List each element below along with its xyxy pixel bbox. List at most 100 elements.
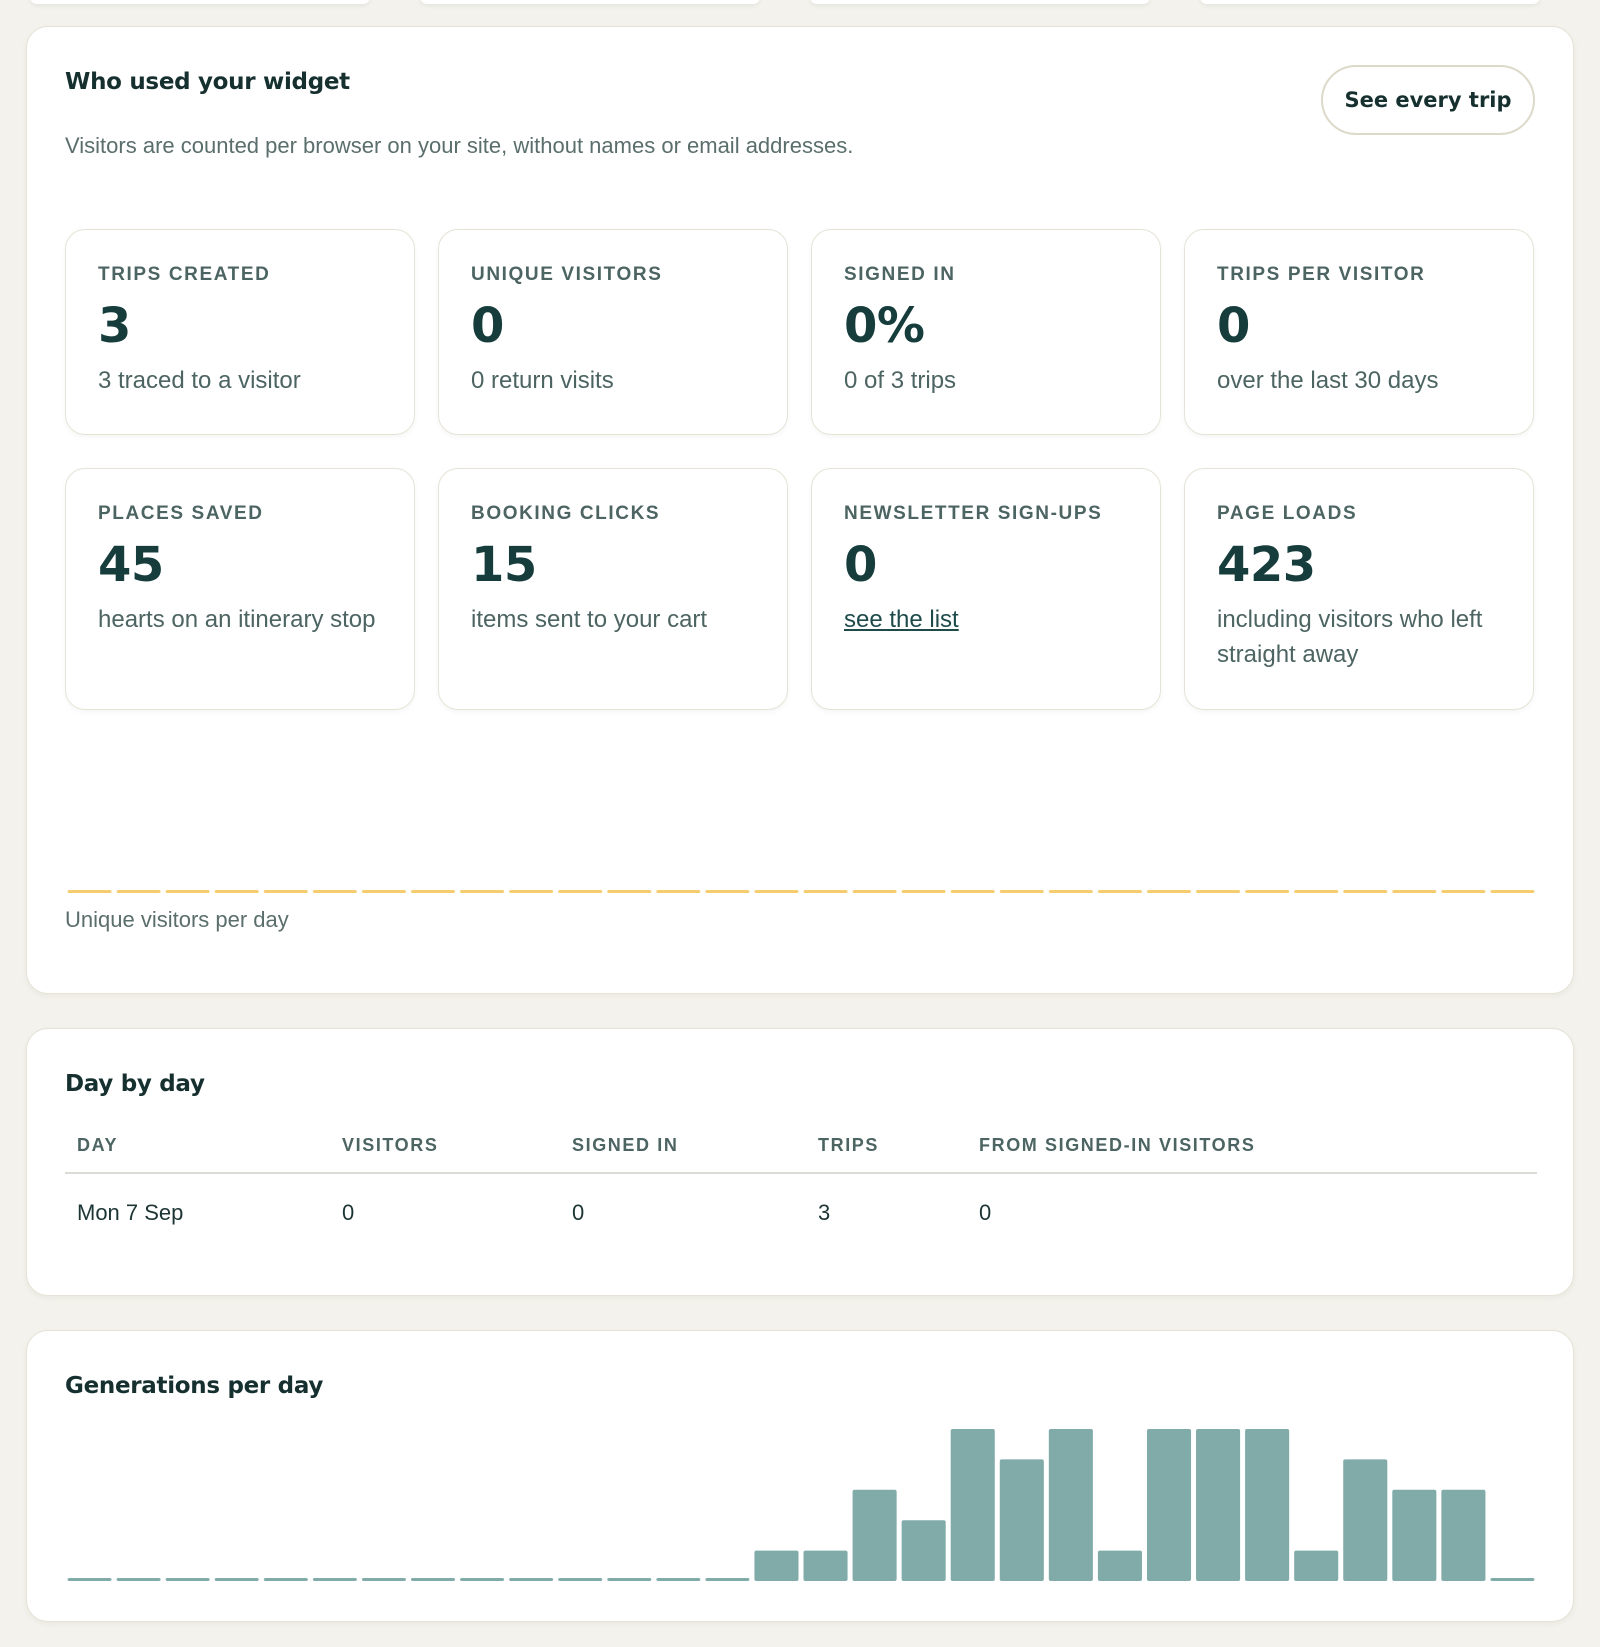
chart-caption: Unique visitors per day <box>65 907 289 932</box>
generations-bar <box>165 1578 210 1581</box>
see-the-list-link[interactable]: see the list <box>844 606 959 633</box>
stat-label: TRIPS CREATED <box>98 264 271 285</box>
generations-bar <box>1146 1429 1192 1581</box>
stat-note: hearts on an itinerary stop <box>98 606 376 633</box>
generations-bar <box>558 1578 603 1581</box>
stat-value: 3 <box>98 298 131 354</box>
generations-bar <box>1245 1429 1290 1581</box>
generations-bar-chart <box>65 1423 1537 1581</box>
generations-bar <box>460 1578 505 1581</box>
visitors-bar <box>1490 890 1535 893</box>
cell-signed-in: 0 <box>572 1200 585 1225</box>
visitors-bar <box>312 890 357 893</box>
generations-bar <box>361 1578 406 1581</box>
cell-visitors: 0 <box>342 1200 355 1225</box>
card-title: Day by day <box>65 1071 205 1097</box>
stat-card-unique-visitors: UNIQUE VISITORS 0 0 return visits <box>438 229 788 435</box>
cell-from-signed-in: 0 <box>979 1200 992 1225</box>
stat-label: BOOKING CLICKS <box>471 503 661 524</box>
generations-bar <box>116 1578 161 1581</box>
visitors-bar <box>901 890 946 893</box>
stat-value: 45 <box>98 537 164 593</box>
stat-label: NEWSLETTER SIGN-UPS <box>844 503 1103 524</box>
visitors-bar <box>214 890 259 893</box>
visitors-bar <box>754 890 799 893</box>
stat-value: 15 <box>471 537 537 593</box>
stat-note: see the list <box>844 602 1144 637</box>
unique-visitors-chart <box>65 887 1537 893</box>
generations-bar <box>1343 1459 1388 1581</box>
stat-value: 423 <box>1217 537 1316 593</box>
stat-label: TRIPS PER VISITOR <box>1217 264 1426 285</box>
visitors-bar <box>558 890 603 893</box>
stat-note: 0 of 3 trips <box>844 367 957 394</box>
stat-value: 0 <box>844 537 877 593</box>
generations-bar <box>1048 1429 1093 1581</box>
widget-usage-card: Who used your widget Visitors are counte… <box>26 26 1574 994</box>
generations-bar <box>754 1550 799 1581</box>
stat-note: items sent to your cart <box>471 606 708 633</box>
table-header-row: DAY VISITORS SIGNED IN TRIPS FROM SIGNED… <box>65 1121 1537 1174</box>
stat-card-newsletter-sign-ups: NEWSLETTER SIGN-UPS 0 see the list <box>811 468 1161 710</box>
stat-note: including visitors who left straight awa… <box>1217 606 1483 668</box>
stat-value: 0 <box>471 298 504 354</box>
generations-bar <box>509 1578 554 1581</box>
visitors-bar <box>950 890 995 893</box>
visitors-bar <box>165 890 210 893</box>
unique-visitors-chart-svg <box>67 890 1535 893</box>
stat-label: UNIQUE VISITORS <box>471 264 663 285</box>
stat-card-page-loads: PAGE LOADS 423 including visitors who le… <box>1184 468 1534 710</box>
visitors-bar <box>1343 890 1388 893</box>
generations-per-day-card: Generations per day <box>26 1330 1574 1622</box>
stat-label: SIGNED IN <box>844 264 956 285</box>
column-header-signed-in: SIGNED IN <box>560 1121 806 1174</box>
generations-bar <box>312 1578 357 1581</box>
stat-value: 0 <box>1217 298 1250 354</box>
generations-bar <box>67 1578 112 1581</box>
generations-bar <box>607 1578 652 1581</box>
visitors-bar <box>460 890 505 893</box>
visitors-bar <box>656 890 701 893</box>
visitors-bar <box>1245 890 1290 893</box>
generations-bar <box>1097 1550 1142 1581</box>
stat-value: 0% <box>844 298 925 354</box>
visitors-bar <box>361 890 406 893</box>
visitors-bar <box>116 890 161 893</box>
generations-bar <box>656 1578 701 1581</box>
visitors-bar <box>1097 890 1142 893</box>
generations-bar <box>852 1489 897 1581</box>
card-subtitle: Visitors are counted per browser on your… <box>65 133 854 158</box>
visitors-bar <box>263 890 308 893</box>
stat-note: 3 traced to a visitor <box>98 367 301 394</box>
visitors-bar <box>1294 890 1339 893</box>
stat-card-trips-per-visitor: TRIPS PER VISITOR 0 over the last 30 day… <box>1184 229 1534 435</box>
see-every-trip-button[interactable]: See every trip <box>1321 65 1535 135</box>
stat-card-trips-created: TRIPS CREATED 3 3 traced to a visitor <box>65 229 415 435</box>
generations-bar <box>410 1578 456 1581</box>
stat-label: PAGE LOADS <box>1217 503 1358 524</box>
visitors-bar <box>1146 890 1192 893</box>
generations-bar <box>1490 1578 1535 1581</box>
generations-bar <box>1196 1429 1241 1581</box>
generations-bar <box>1441 1489 1486 1581</box>
card-title: Who used your widget <box>65 69 350 95</box>
stat-card-signed-in: SIGNED IN 0% 0 of 3 trips <box>811 229 1161 435</box>
generations-bar <box>901 1520 946 1581</box>
visitors-bar <box>607 890 652 893</box>
visitors-bar <box>410 890 456 893</box>
visitors-bar <box>999 890 1044 893</box>
stat-label: PLACES SAVED <box>98 503 264 524</box>
stat-note: 0 return visits <box>471 367 614 394</box>
generations-bar <box>214 1578 259 1581</box>
visitors-bar <box>852 890 897 893</box>
visitors-bar <box>705 890 750 893</box>
generations-bar <box>999 1459 1044 1581</box>
generations-bar <box>705 1578 750 1581</box>
visitors-bar <box>67 890 112 893</box>
previous-section-edge <box>0 0 1600 8</box>
cell-day: Mon 7 Sep <box>77 1200 184 1225</box>
generations-bar-chart-svg <box>67 1429 1535 1581</box>
day-by-day-table: DAY VISITORS SIGNED IN TRIPS FROM SIGNED… <box>65 1121 1537 1236</box>
column-header-day: DAY <box>65 1121 330 1174</box>
visitors-bar <box>509 890 554 893</box>
